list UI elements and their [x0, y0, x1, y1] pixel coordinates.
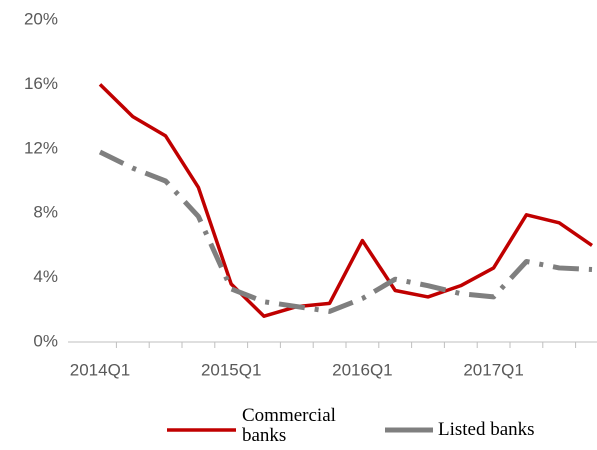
- x-tick-label: 2016Q1: [332, 360, 393, 379]
- y-tick-label: 0%: [33, 331, 58, 350]
- legend-label: Commercial banks: [242, 405, 336, 446]
- series-line: [98, 149, 593, 314]
- x-tick-label: 2017Q1: [463, 360, 524, 379]
- y-tick-label: 16%: [24, 74, 58, 93]
- series-line: [98, 83, 593, 318]
- y-tick-label: 12%: [24, 138, 58, 157]
- legend-label: Listed banks: [438, 419, 535, 440]
- x-tick-label: 2014Q1: [70, 360, 131, 379]
- y-tick-label: 20%: [24, 9, 58, 28]
- y-tick-label: 8%: [33, 203, 58, 222]
- x-tick-label: 2015Q1: [201, 360, 262, 379]
- y-tick-label: 4%: [33, 267, 58, 286]
